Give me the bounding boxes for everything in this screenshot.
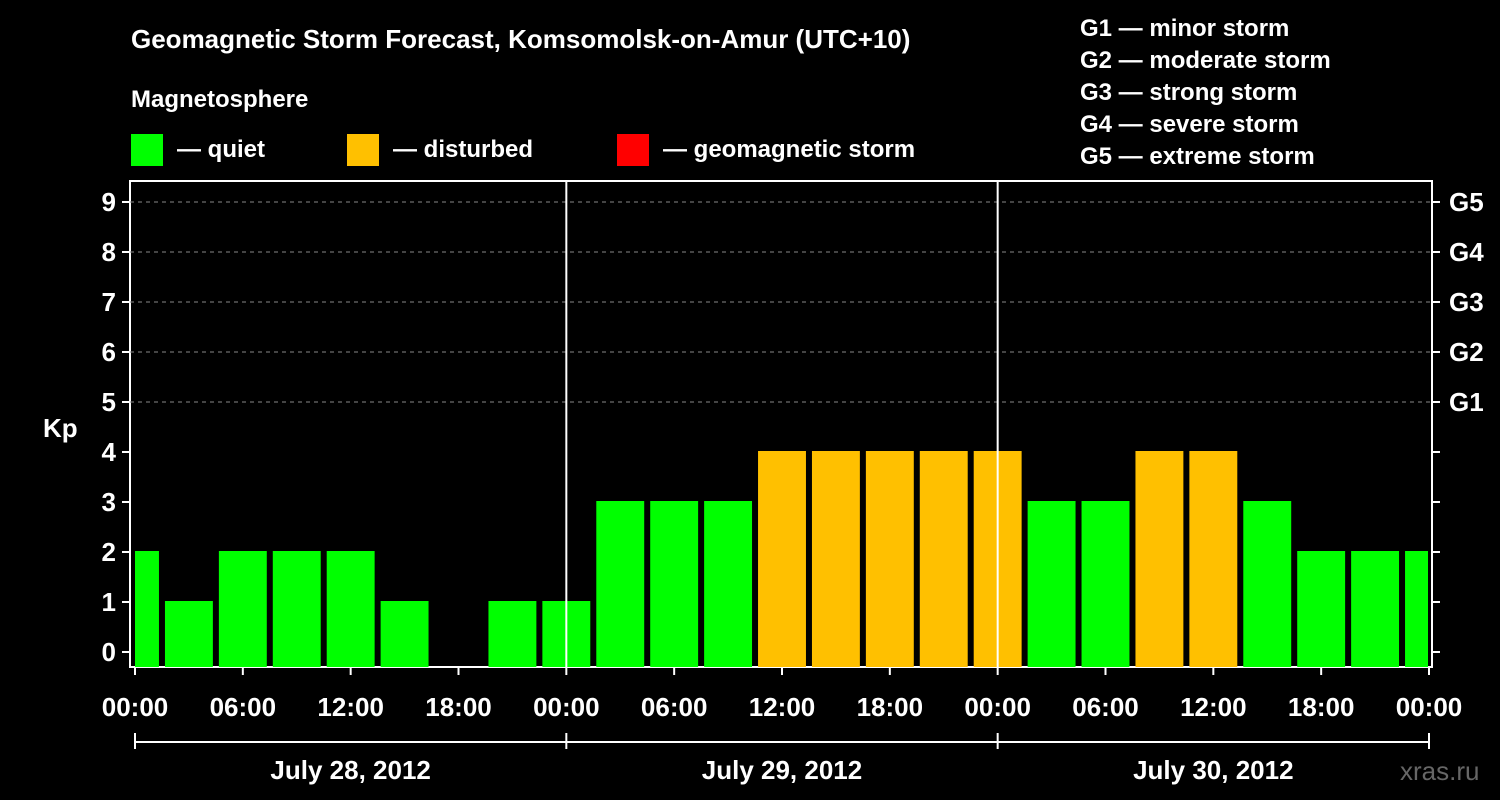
bar [164,601,213,667]
bar [272,551,321,667]
watermark: xras.ru [1400,756,1480,786]
legend-swatch-disturbed [347,134,379,166]
bar [758,451,806,667]
y-axis-label: Kp [43,413,78,443]
bar [326,551,375,667]
x-tick-label: 06:00 [641,692,708,722]
y-tick-label: 1 [102,587,116,617]
date-label: July 30, 2012 [1133,755,1293,785]
x-tick-label: 00:00 [1396,692,1463,722]
g-scale-g3: G3 — strong storm [1080,79,1298,106]
g-scale-g2: G2 — moderate storm [1080,47,1331,74]
bar [1351,551,1400,667]
y-tick-label: 8 [102,237,116,267]
x-tick-label: 18:00 [425,692,492,722]
date-label: July 29, 2012 [702,755,862,785]
bar [919,451,968,667]
g-scale-g1: G1 — minor storm [1080,15,1290,42]
legend-item-disturbed: — disturbed [347,133,533,167]
x-tick-label: 00:00 [964,692,1031,722]
g-scale-g4: G4 — severe storm [1080,111,1299,138]
g-tick-label: G2 [1449,337,1484,367]
bar [650,501,699,667]
date-label: July 28, 2012 [270,755,430,785]
x-tick-label: 06:00 [1072,692,1139,722]
y-tick-label: 9 [102,187,116,217]
legend-item-storm: — geomagnetic storm [617,133,915,167]
y-tick-label: 5 [102,387,116,417]
x-tick-label: 18:00 [1288,692,1355,722]
bar [1189,451,1238,667]
bar [380,601,429,667]
bar [1405,551,1428,667]
chart-title: Geomagnetic Storm Forecast, Komsomolsk-o… [131,24,911,54]
x-tick-label: 00:00 [102,692,169,722]
bar [218,551,267,667]
bar [135,551,159,667]
y-tick-label: 3 [102,487,116,517]
legend-label-disturbed: — disturbed [393,136,534,163]
y-tick-label: 6 [102,337,116,367]
bar [488,601,537,667]
legend-label-quiet: — quiet [177,136,265,163]
bar [596,501,645,667]
legend-heading: Magnetosphere [131,86,309,113]
y-tick-label: 7 [102,287,116,317]
bar [1027,501,1076,667]
bar [865,451,914,667]
x-tick-label: 12:00 [317,692,384,722]
bar [811,451,860,667]
bar [1243,501,1292,667]
legend-swatch-quiet [131,134,163,166]
x-tick-label: 00:00 [533,692,600,722]
bar [704,501,753,667]
y-tick-label: 2 [102,537,116,567]
g-tick-label: G5 [1449,187,1484,217]
x-tick-label: 12:00 [749,692,816,722]
legend-item-quiet: — quiet [131,133,265,167]
legend-label-storm: — geomagnetic storm [663,136,916,163]
bar [1135,451,1184,667]
g-tick-label: G4 [1449,237,1484,267]
x-tick-label: 18:00 [857,692,924,722]
g-scale-legend: G1 — minor storm G2 — moderate storm G3 … [1080,13,1331,173]
g-tick-label: G3 [1449,287,1484,317]
g-tick-label: G1 [1449,387,1484,417]
g-scale-g5: G5 — extreme storm [1080,143,1315,170]
bar [1081,501,1130,667]
x-tick-label: 06:00 [210,692,277,722]
x-tick-label: 12:00 [1180,692,1247,722]
y-tick-label: 0 [102,637,116,667]
y-tick-label: 4 [102,437,117,467]
bar [1297,551,1346,667]
legend-swatch-storm [617,134,649,166]
